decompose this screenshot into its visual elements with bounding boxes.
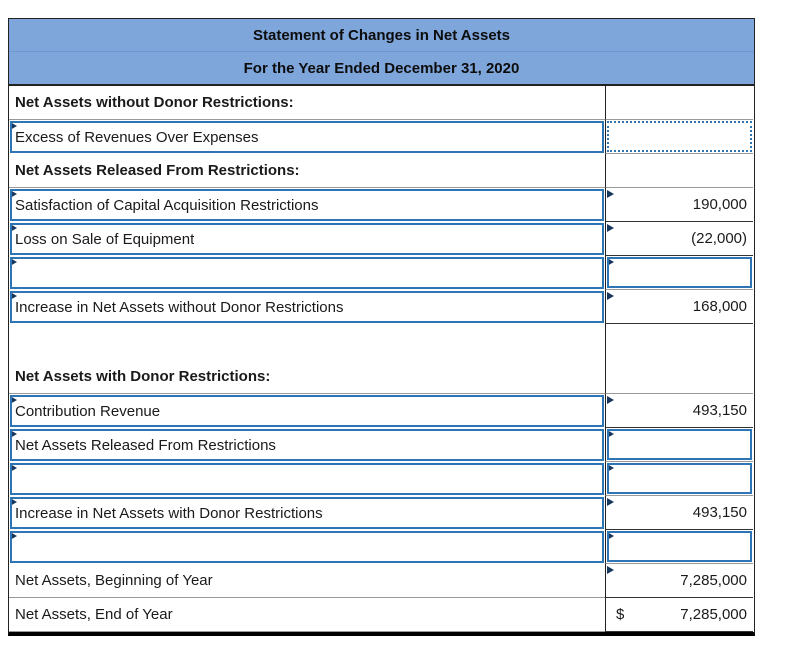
statement-subtitle: For the Year Ended December 31, 2020 — [243, 59, 520, 77]
statement-row: Net Assets Released From Restrictions: — [9, 154, 754, 188]
statement-row: Net Assets, End of Year $7,285,000 — [9, 598, 754, 632]
amount-empty-cell — [605, 86, 753, 120]
label-text: Net Assets Released From Restrictions — [15, 436, 276, 454]
label-text: Net Assets with Donor Restrictions: — [15, 368, 271, 385]
label-text: Contribution Revenue — [15, 402, 161, 420]
section-heading-cell: Net Assets with Donor Restrictions: — [9, 360, 605, 394]
amount-text: 190,000 — [692, 196, 747, 213]
label-cell: Net Assets, End of Year — [9, 598, 605, 632]
label-text: Net Assets without Donor Restrictions: — [15, 94, 294, 111]
label-text: Increase in Net Assets without Donor Res… — [15, 298, 344, 316]
amount-input-cell[interactable] — [605, 120, 753, 154]
statement-row: Satisfaction of Capital Acquisition Rest… — [9, 188, 754, 222]
section-heading-cell: Net Assets without Donor Restrictions: — [9, 86, 605, 120]
statement-row: Increase in Net Assets without Donor Res… — [9, 290, 754, 324]
amount-empty-cell — [605, 154, 753, 188]
amount-text: 493,150 — [692, 402, 747, 419]
statement-row — [9, 256, 754, 290]
spacer-cell — [9, 324, 605, 360]
statement-row: Net Assets, Beginning of Year 7,285,000 — [9, 564, 754, 598]
label-text: Net Assets, Beginning of Year — [15, 572, 213, 589]
amount-text: 7,285,000 — [680, 572, 747, 589]
statement-row — [9, 530, 754, 564]
cell-marker-icon — [10, 224, 17, 232]
cell-marker-icon — [607, 566, 614, 574]
label-cell: Net Assets, Beginning of Year — [9, 564, 605, 598]
cell-marker-icon — [10, 532, 17, 540]
currency-symbol: $ — [616, 606, 625, 623]
statement-row — [9, 462, 754, 496]
amount-input-cell[interactable] — [605, 462, 753, 496]
cell-marker-icon — [10, 464, 17, 472]
cell-marker-icon — [607, 498, 614, 506]
statement-row: Net Assets with Donor Restrictions: — [9, 360, 754, 394]
amount-value-cell[interactable]: 7,285,000 — [605, 564, 753, 598]
label-text: Satisfaction of Capital Acquisition Rest… — [15, 196, 319, 214]
cell-marker-icon — [607, 258, 614, 266]
amount-text: (22,000) — [691, 230, 747, 247]
cell-marker-icon — [607, 292, 614, 300]
amount-value-cell[interactable]: (22,000) — [605, 222, 753, 256]
label-text: Loss on Sale of Equipment — [15, 230, 195, 248]
cell-marker-icon — [10, 396, 17, 404]
amount-empty-cell — [605, 324, 753, 360]
label-input-cell[interactable] — [9, 462, 605, 496]
label-input-cell[interactable]: Increase in Net Assets with Donor Restri… — [9, 496, 605, 530]
cell-marker-icon — [10, 258, 17, 266]
cell-marker-icon — [10, 122, 17, 130]
cell-marker-icon — [607, 464, 614, 472]
label-input-cell[interactable] — [9, 256, 605, 290]
amount-input-cell[interactable] — [605, 530, 753, 564]
amount-value-cell[interactable]: 190,000 — [605, 188, 753, 222]
section-heading-cell: Net Assets Released From Restrictions: — [9, 154, 605, 188]
statement-row: Net Assets without Donor Restrictions: — [9, 86, 754, 120]
cell-marker-icon — [10, 430, 17, 438]
amount-input-cell[interactable] — [605, 256, 753, 290]
cell-marker-icon — [10, 292, 17, 300]
label-input-cell[interactable]: Satisfaction of Capital Acquisition Rest… — [9, 188, 605, 222]
statement-row: Net Assets Released From Restrictions — [9, 428, 754, 462]
label-input-cell[interactable]: Increase in Net Assets without Donor Res… — [9, 290, 605, 324]
statement-row — [9, 324, 754, 360]
statement-table: Statement of Changes in Net Assets For t… — [8, 18, 755, 636]
cell-marker-icon — [10, 498, 17, 506]
label-input-cell[interactable]: Loss on Sale of Equipment — [9, 222, 605, 256]
label-text: Net Assets, End of Year — [15, 606, 173, 623]
label-input-cell[interactable]: Contribution Revenue — [9, 394, 605, 428]
cell-marker-icon — [607, 532, 614, 540]
amount-value-cell[interactable]: 493,150 — [605, 496, 753, 530]
statement-subtitle-bar: For the Year Ended December 31, 2020 — [9, 52, 754, 86]
amount-text: 493,150 — [692, 504, 747, 521]
cell-marker-icon — [10, 190, 17, 198]
cell-marker-icon — [607, 430, 614, 438]
statement-row: Excess of Revenues Over Expenses — [9, 120, 754, 154]
cell-marker-icon — [607, 224, 614, 232]
statement-row: Increase in Net Assets with Donor Restri… — [9, 496, 754, 530]
label-text: Net Assets Released From Restrictions: — [15, 162, 300, 179]
amount-text: 168,000 — [692, 298, 747, 315]
amount-text: 7,285,000 — [680, 606, 747, 623]
label-text: Increase in Net Assets with Donor Restri… — [15, 504, 323, 522]
amount-value-cell[interactable]: 168,000 — [605, 290, 753, 324]
amount-total-cell[interactable]: $7,285,000 — [605, 598, 753, 632]
statement-row: Contribution Revenue 493,150 — [9, 394, 754, 428]
label-input-cell[interactable]: Excess of Revenues Over Expenses — [9, 120, 605, 154]
cell-marker-icon — [607, 190, 614, 198]
label-input-cell[interactable]: Net Assets Released From Restrictions — [9, 428, 605, 462]
statement-body: Net Assets without Donor Restrictions: Ex… — [9, 86, 754, 632]
statement-row: Loss on Sale of Equipment (22,000) — [9, 222, 754, 256]
statement-title: Statement of Changes in Net Assets — [253, 26, 510, 44]
amount-input-cell[interactable] — [605, 428, 753, 462]
statement-title-bar: Statement of Changes in Net Assets — [9, 19, 754, 52]
amount-empty-cell — [605, 360, 753, 394]
cell-marker-icon — [607, 396, 614, 404]
label-input-cell[interactable] — [9, 530, 605, 564]
amount-value-cell[interactable]: 493,150 — [605, 394, 753, 428]
label-text: Excess of Revenues Over Expenses — [15, 128, 259, 146]
